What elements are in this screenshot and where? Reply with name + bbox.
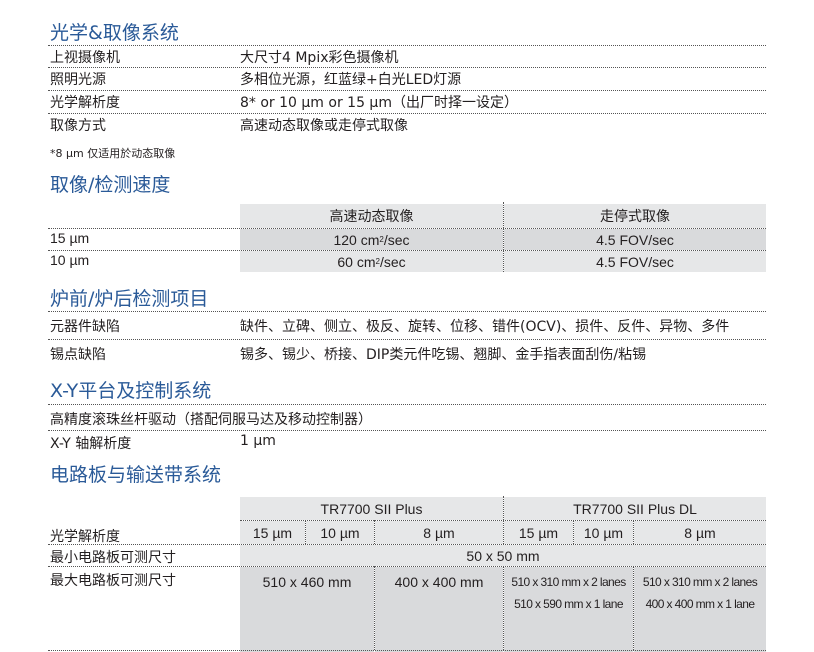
model-header-plus-dl: TR7700 SII Plus DL xyxy=(504,497,766,520)
value-xy-resolution: 1 µm xyxy=(240,433,276,449)
label-max-board: 最大电路板可测尺寸 xyxy=(50,573,176,589)
superscript: 2 xyxy=(375,257,380,266)
max-board-plus-8: 400 x 400 mm xyxy=(375,567,503,652)
label-resolution: 光学解析度 xyxy=(50,95,120,111)
speed-stop-15: 4.5 FOV/sec xyxy=(504,229,766,250)
section-title-speed: 取像/检测速度 xyxy=(50,174,171,196)
label-xy-resolution: X-Y 轴解析度 xyxy=(50,436,132,452)
label-solder-defects: 锡点缺陷 xyxy=(50,347,106,363)
header-dynamic: 高速动态取像 xyxy=(240,204,503,228)
res-cell: 8 µm xyxy=(375,521,503,544)
max-board-plus-15-10: 510 x 460 mm xyxy=(240,567,374,652)
value-capture-mode: 高速动态取像或走停式取像 xyxy=(240,118,408,134)
max-board-dl-8: 510 x 310 mm x 2 lanes 400 x 400 mm x 1 l… xyxy=(634,567,766,652)
value-resolution: 8* or 10 µm or 15 µm（出厂时择一设定） xyxy=(240,95,518,111)
label-camera: 上视摄像机 xyxy=(50,50,120,66)
label-15um: 15 µm xyxy=(50,230,90,246)
label-min-board: 最小电路板可测尺寸 xyxy=(50,550,176,566)
label-10um: 10 µm xyxy=(50,252,90,268)
label-optical-resolution: 光学解析度 xyxy=(50,529,120,545)
res-cell: 8 µm xyxy=(634,521,766,544)
max-value: 510 x 460 mm xyxy=(262,574,352,590)
max-value: 400 x 400 mm xyxy=(394,574,484,590)
section-title-board: 电路板与输送带系统 xyxy=(50,464,222,486)
section-title-xy: X-Y平台及控制系统 xyxy=(50,380,212,402)
speed-unit: /sec xyxy=(379,253,406,270)
speed-unit: /sec xyxy=(383,231,410,248)
speed-stop-10: 4.5 FOV/sec xyxy=(504,251,766,272)
min-board-value: 50 x 50 mm xyxy=(240,545,766,566)
max-board-dl-15-10: 510 x 310 mm x 2 lanes 510 x 590 mm x 1 l… xyxy=(504,567,633,652)
header-stop-go: 走停式取像 xyxy=(504,204,766,228)
value-camera: 大尺寸4 Mpix彩色摄像机 xyxy=(240,50,399,66)
label-ballscrew: 高精度滚珠丝杆驱动（搭配伺服马达及移动控制器） xyxy=(50,412,372,428)
label-capture-mode: 取像方式 xyxy=(50,118,106,134)
value-component-defects: 缺件、立碑、侧立、极反、旋转、位移、错件(OCV)、损件、反件、异物、多件 xyxy=(240,319,730,335)
model-header-plus: TR7700 SII Plus xyxy=(240,497,503,520)
section-title-inspection: 炉前/炉后检测项目 xyxy=(50,288,209,310)
section-title-optics: 光学&取像系统 xyxy=(50,22,179,44)
res-cell: 10 µm xyxy=(306,521,374,544)
max-value-line: 400 x 400 mm x 1 lane xyxy=(645,597,755,611)
max-value-line: 510 x 310 mm x 2 lanes xyxy=(642,575,758,589)
speed-dynamic-10: 60 cm 2/sec xyxy=(240,251,503,272)
footnote: *8 µm 仅适用於动态取像 xyxy=(50,147,176,160)
res-cell: 10 µm xyxy=(574,521,633,544)
label-component-defects: 元器件缺陷 xyxy=(50,319,120,335)
value-lighting: 多相位光源，红蓝绿+白光LED灯源 xyxy=(240,72,462,88)
res-cell: 15 µm xyxy=(240,521,305,544)
value-solder-defects: 锡多、锡少、桥接、DIP类元件吃锡、翘脚、金手指表面刮伤/粘锡 xyxy=(240,347,647,363)
max-value-line: 510 x 310 mm x 2 lanes xyxy=(511,575,626,589)
speed-value: 60 cm xyxy=(337,253,376,270)
superscript: 2 xyxy=(379,235,384,244)
speed-dynamic-15: 120 cm 2/sec xyxy=(240,229,503,250)
label-lighting: 照明光源 xyxy=(50,72,106,88)
max-value-line: 510 x 590 mm x 1 lane xyxy=(514,597,623,611)
speed-value: 120 cm xyxy=(333,231,380,248)
res-cell: 15 µm xyxy=(504,521,573,544)
